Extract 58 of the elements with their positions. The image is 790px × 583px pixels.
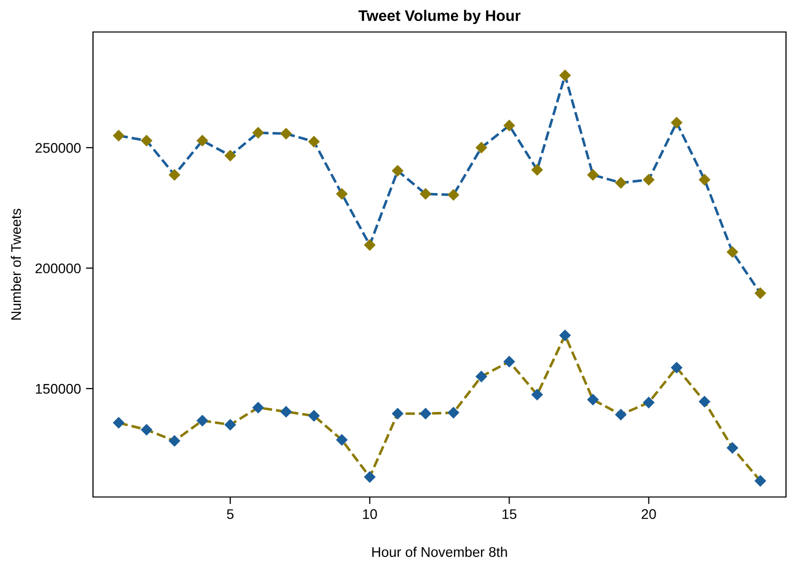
point [559,69,571,82]
point [448,188,460,201]
point [559,329,571,342]
point [224,150,236,162]
point [252,402,264,414]
point [475,142,488,154]
point [140,424,152,436]
point [614,408,627,420]
point [531,164,544,176]
point [168,168,180,181]
x-tick-label: 15 [502,509,516,520]
point [475,370,488,382]
point [503,120,516,132]
point [364,471,376,483]
point [224,418,236,431]
point [392,164,404,177]
x-tick-label: 10 [363,509,377,520]
point [587,168,599,181]
point [698,174,710,186]
chart-title: Tweet Volume by Hour [358,10,520,24]
point [280,128,292,140]
point [420,188,432,200]
point [112,130,125,142]
point [531,388,544,400]
point [726,246,738,258]
point [642,396,655,408]
y-tick-label: 200000 [36,263,81,274]
point [308,136,320,148]
point [280,406,292,418]
point [392,408,404,420]
x-tick-label: 20 [642,509,656,520]
point [308,410,320,422]
point [587,394,599,406]
point [252,126,264,139]
point [503,356,516,368]
point [614,176,627,189]
x-axis-title: Hour of November 8th [372,546,507,557]
point [642,174,655,186]
point [336,188,348,200]
point [448,406,460,419]
point [196,414,208,427]
y-tick-label: 150000 [36,384,81,394]
point [112,416,125,429]
point [670,362,683,374]
point [726,442,738,454]
point [420,408,432,420]
point [364,239,376,251]
point [670,116,683,128]
point [336,434,348,446]
point [168,434,180,447]
point [754,287,766,300]
y-tick-label: 250000 [36,142,81,153]
x-tick-label: 5 [226,509,234,520]
point [754,474,766,487]
point [140,134,152,147]
point [196,134,208,147]
point [698,396,710,408]
y-axis-title: Number of Tweets [10,208,21,320]
